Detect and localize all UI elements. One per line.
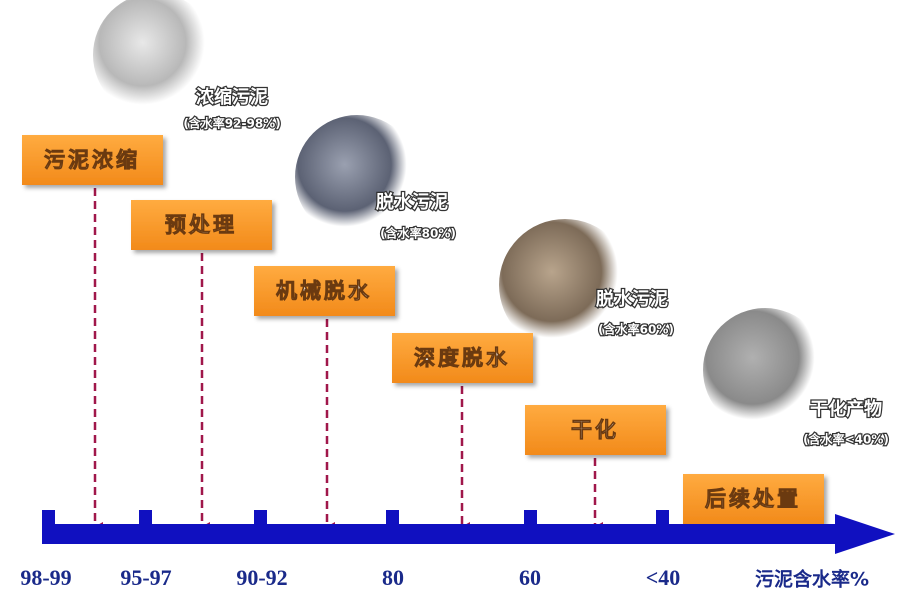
step-box [683,474,824,524]
material-name: 脱水污泥 [376,191,448,213]
step-box [131,200,272,250]
axis-label: <40 [646,565,681,590]
axis [42,510,895,554]
step-box [525,405,666,455]
material-note: (含水率60%) [598,322,674,337]
axis-tick [254,510,267,530]
axis-label: 95-97 [120,565,171,590]
step-label: 干化 [571,418,619,442]
material-note: (含水率80%) [380,226,456,241]
step-box [254,266,395,316]
axis-label: 98-99 [20,565,71,590]
material-note: (含水率<40%) [803,432,889,447]
sludge-image [93,0,217,117]
sludge-image [703,308,827,432]
axis-tick [139,510,152,530]
axis-bar [42,524,842,544]
sludge-image [295,115,419,239]
axis-tick [386,510,399,530]
step-box [392,333,533,383]
material-name: 浓缩污泥 [196,86,268,108]
axis-tick [656,510,669,530]
axis-arrow [835,514,895,554]
step-label: 预处理 [165,213,237,237]
axis-tick [42,510,55,530]
sludge-image [499,219,631,351]
material-name: 脱水污泥 [596,288,668,310]
step-label: 机械脱水 [276,279,372,303]
axis-label: 90-92 [236,565,287,590]
step-label: 后续处置 [705,487,801,511]
axis-title: 污泥含水率% [755,568,869,591]
step-label: 污泥浓缩 [44,148,140,172]
axis-tick [524,510,537,530]
material-name: 干化产物 [810,398,882,420]
arrows [93,188,603,532]
material-note: (含水率92-98%) [183,116,280,131]
step-box [22,135,163,185]
axis-label: 60 [519,565,541,590]
step-label: 深度脱水 [414,346,510,370]
step-boxes [22,135,824,524]
axis-label: 80 [382,565,404,590]
